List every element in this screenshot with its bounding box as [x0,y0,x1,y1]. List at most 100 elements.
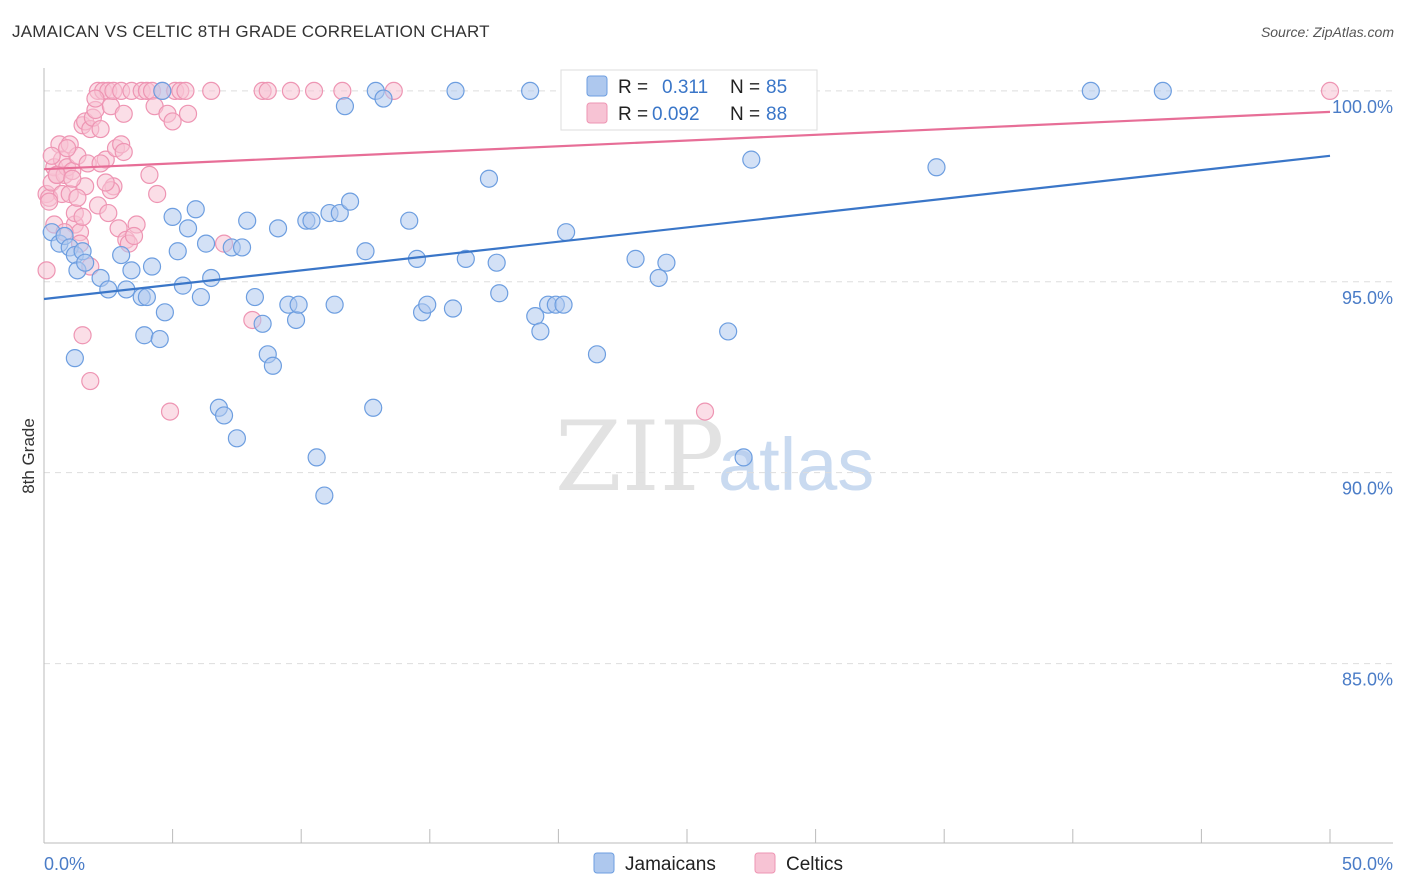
y-axis-title: 8th Grade [19,418,38,494]
celtics-point-21 [91,119,110,139]
legend-swatch-jamaicans [586,75,608,97]
celtics-point-76 [40,192,59,211]
celtics-point-42 [163,112,182,131]
jamaicans-point-42 [302,211,321,230]
celtics-point-36 [140,165,159,184]
celtics-point-72 [81,371,100,391]
celtics-trend-line [43,110,1331,171]
legend-bottom-swatch-celtics [754,852,776,874]
jamaicans-point-15 [137,287,156,307]
celtics-point-46 [178,104,198,123]
legend-bottom-label-jamaicans: Jamaicans [625,854,716,875]
jamaicans-point-9 [99,280,118,299]
celtics-point-58 [37,261,56,280]
jamaicans-point-16 [142,257,162,276]
jamaicans-point-34 [253,314,272,333]
x-tick-label-0: 0.0% [44,854,85,874]
celtics-point-66 [99,203,118,223]
jamaicans-point-37 [268,219,288,238]
legend-r-label-2: R = [618,104,648,125]
jamaicans-point-36 [263,356,283,375]
legend-swatch-celtics [586,102,608,124]
jamaicans-point-23 [186,200,205,219]
source-label: Source: ZipAtlas.com [1260,24,1394,40]
jamaicans-points [42,81,1172,505]
jamaicans-point-24 [191,287,210,307]
celtics-point-84 [114,142,133,162]
jamaicans-point-39 [286,310,306,330]
jamaicans-point-40 [289,295,308,314]
celtics-point-70 [124,226,144,246]
celtics-point-85 [42,146,61,165]
celtics-point-75 [1320,81,1340,101]
jamaicans-point-19 [163,207,182,226]
y-tick-label-3: 85.0% [1342,670,1393,690]
jamaicans-point-28 [214,406,234,425]
watermark: ZIP atlas [555,401,874,513]
jamaicans-point-30 [227,429,246,448]
jamaicans-point-17 [150,329,169,349]
jamaicans-point-60 [456,249,475,268]
jamaicans-point-70 [557,223,576,242]
celtics-point-39 [148,184,167,204]
celtics-point-81 [73,207,92,226]
trend-lines [43,110,1331,301]
jamaicans-point-31 [232,238,252,257]
celtics-point-74 [695,402,715,421]
jamaicans-point-33 [245,287,265,307]
celtics-point-71 [73,326,92,345]
celtics-point-54 [333,81,352,101]
jamaicans-point-58 [443,299,463,318]
legend-n-value-2: 88 [766,104,787,125]
legend-bottom-swatch-jamaicans [593,852,615,874]
celtics-point-30 [114,104,133,123]
jamaicans-point-61 [479,169,499,188]
celtics-point-87 [96,173,115,192]
celtics-point-80 [68,188,87,207]
celtics-point-52 [281,81,301,101]
jamaicans-point-72 [626,249,645,268]
legend-n-label-1: N = [730,77,760,98]
jamaicans-point-14 [135,326,154,345]
jamaicans-point-73 [649,268,668,288]
jamaicans-point-63 [490,284,509,303]
jamaicans-point-54 [400,211,419,230]
watermark-zip: ZIP [555,401,724,513]
jamaicans-point-71 [587,345,607,364]
jamaicans-point-74 [657,253,676,272]
jamaicans-point-18 [155,303,174,322]
legend-r-value-1: 0.311 [662,77,708,98]
gridlines [44,90,1393,665]
jamaicans-point-49 [340,192,360,211]
jamaicans-point-20 [168,242,187,261]
legend-bottom-label-celtics: Celtics [786,854,843,875]
tick-labels: 100.0% 95.0% 90.0% 85.0% 0.0% 50.0% [44,97,1393,874]
chart-title: JAMAICAN VS CELTIC 8TH GRADE CORRELATION… [12,22,490,41]
jamaicans-point-21 [173,276,192,295]
celtics-point-73 [160,402,180,421]
jamaicans-point-57 [418,295,437,314]
celtics-point-53 [304,81,324,101]
jamaicans-trend-line [43,154,1331,301]
jamaicans-point-47 [330,203,349,223]
jamaicans-point-82 [153,81,172,101]
series-legend: Jamaicans Celtics [593,852,843,875]
jamaicans-point-7 [76,253,95,272]
celtics-point-45 [176,81,195,101]
jamaicans-point-46 [325,295,344,314]
jamaicans-point-78 [742,150,761,169]
legend-n-label-2: N = [730,104,760,125]
celtics-point-82 [91,154,110,173]
jamaicans-point-10 [112,245,131,265]
jamaicans-point-75 [719,322,738,341]
celtics-point-86 [58,139,77,158]
jamaicans-point-79 [927,158,946,177]
jamaicans-point-64 [521,81,540,101]
jamaicans-point-26 [202,268,221,288]
jamaicans-point-53 [374,89,393,108]
celtics-point-47 [202,81,221,101]
jamaicans-point-59 [446,81,465,101]
jamaicans-point-76 [734,448,753,467]
jamaicans-point-51 [364,398,383,417]
